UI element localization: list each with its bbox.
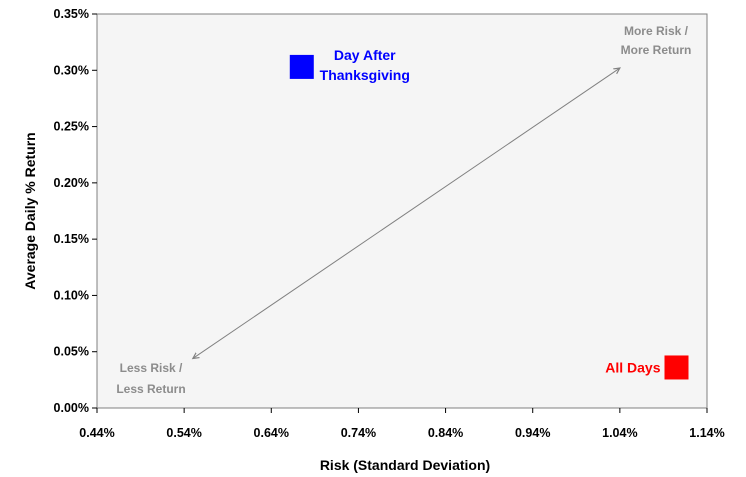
data-point <box>664 355 689 380</box>
annotation-more-risk-line2: More Return <box>621 43 692 57</box>
y-tick-label: 0.05% <box>54 345 89 359</box>
y-tick-label: 0.10% <box>54 288 89 302</box>
y-tick-label: 0.35% <box>54 7 89 21</box>
annotation-less-risk-line2: Less Return <box>116 382 185 396</box>
y-tick-label: 0.30% <box>54 63 89 77</box>
x-tick-label: 0.74% <box>341 426 376 440</box>
y-tick-label: 0.00% <box>54 401 89 415</box>
x-tick-label: 0.54% <box>166 426 201 440</box>
data-points: Day After Thanksgiving All Days <box>289 47 689 380</box>
data-point-label: Day After <box>334 47 396 63</box>
data-point <box>289 54 314 79</box>
x-tick-label: 1.14% <box>689 426 724 440</box>
x-axis: 0.44% 0.54% 0.64% 0.74% 0.84% 0.94% 1.04% 1.14% <box>79 408 725 440</box>
x-tick-label: 0.44% <box>79 426 114 440</box>
y-tick-label: 0.20% <box>54 176 89 190</box>
data-point-label: Thanksgiving <box>320 67 410 83</box>
data-point-label: All Days <box>605 359 660 375</box>
y-axis-title: Average Daily % Return <box>22 132 38 289</box>
x-axis-title: Risk (Standard Deviation) <box>320 457 490 473</box>
x-tick-label: 0.94% <box>515 426 550 440</box>
annotation-more-risk-line1: More Risk / <box>624 24 689 38</box>
y-tick-label: 0.25% <box>54 120 89 134</box>
risk-return-arrow <box>193 68 620 358</box>
x-tick-label: 0.84% <box>428 426 463 440</box>
annotation-less-risk-line1: Less Risk / <box>120 361 183 375</box>
x-tick-label: 0.64% <box>254 426 289 440</box>
y-axis: 0.00% 0.05% 0.10% 0.15% 0.20% 0.25% 0.30% 0.35% <box>54 7 97 415</box>
y-tick-label: 0.15% <box>54 232 89 246</box>
x-tick-label: 1.04% <box>602 426 637 440</box>
